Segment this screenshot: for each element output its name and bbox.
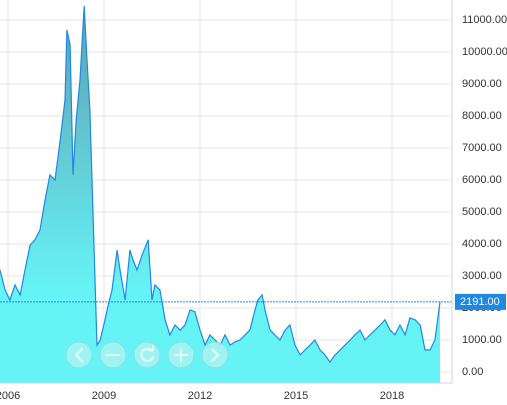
- y-tick-label: 8000.00: [462, 110, 502, 122]
- zoom-in-button[interactable]: [167, 341, 195, 369]
- y-tick-label: 4000.00: [462, 238, 502, 250]
- x-tick-label: 2009: [92, 390, 116, 402]
- y-tick-label: 10000.00: [462, 46, 507, 58]
- y-tick-label: 7000.00: [462, 142, 502, 154]
- y-tick-label: 6000.00: [462, 174, 502, 186]
- reference-label-box: [455, 293, 506, 310]
- zoom-out-button[interactable]: [99, 341, 127, 369]
- x-tick-label: 2015: [284, 390, 308, 402]
- y-tick-label: 3000.00: [462, 270, 502, 282]
- scroll-right-button[interactable]: [201, 341, 229, 369]
- x-tick-label: 2018: [380, 390, 404, 402]
- navigator-controls: [65, 341, 229, 369]
- plot-area: [0, 5, 452, 384]
- y-tick-label: 0.00: [462, 366, 483, 378]
- y-tick-label: 11000.00: [462, 14, 507, 26]
- reference-label: 2191.00: [460, 296, 500, 308]
- y-tick-label: 5000.00: [462, 206, 502, 218]
- x-tick-label: 2006: [0, 390, 20, 402]
- y-tick-label: 9000.00: [462, 78, 502, 90]
- y-tick-label: 1000.00: [462, 334, 502, 346]
- reset-button[interactable]: [133, 341, 161, 369]
- area-fill: [0, 5, 440, 384]
- x-tick-label: 2012: [188, 390, 212, 402]
- scroll-left-button[interactable]: [65, 341, 93, 369]
- series-line: [0, 5, 441, 364]
